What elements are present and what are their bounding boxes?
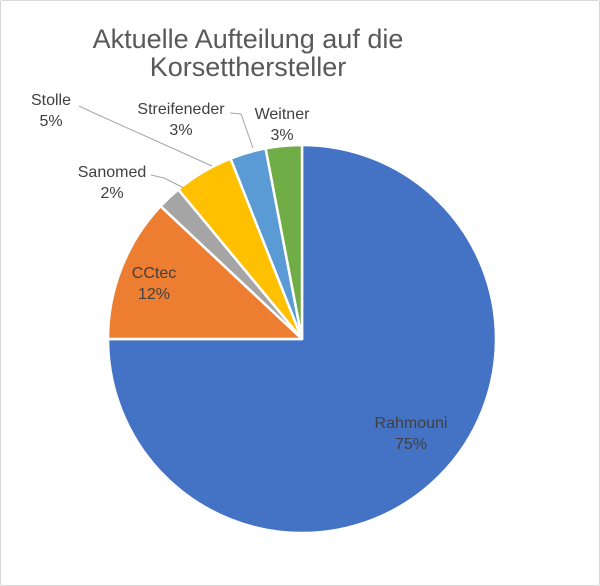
pie-label-weitner-value: 3%	[270, 127, 294, 144]
pie-label-streifeneder-value: 3%	[169, 122, 193, 139]
pie-label-stolle-value: 5%	[39, 113, 63, 130]
pie-label-stolle-name: Stolle	[30, 92, 72, 109]
pie-label-streifeneder: Streifeneder 3%	[137, 99, 224, 141]
pie-label-weitner-name: Weitner	[254, 106, 310, 123]
leader-line-stolle	[78, 105, 213, 167]
pie-label-cctec-value: 12%	[137, 286, 171, 303]
pie-label-streifeneder-name: Streifeneder	[137, 101, 225, 118]
pie-label-sanomed: Sanomed 2%	[78, 162, 147, 204]
pie-label-stolle: Stolle 5%	[31, 90, 71, 132]
pie-label-rahmouni: Rahmouni 75%	[375, 413, 448, 455]
pie-label-rahmouni-name: Rahmouni	[374, 415, 448, 432]
pie-slice-rahmouni	[106, 143, 498, 535]
pie-label-cctec: CCtec 12%	[132, 263, 176, 305]
pie-slice-weitner	[264, 143, 304, 341]
pie-label-weitner: Weitner 3%	[255, 104, 310, 146]
leader-line-sanomed	[150, 174, 185, 189]
leader-line-streifeneder	[229, 112, 254, 149]
pie-label-cctec-name: CCtec	[131, 265, 177, 282]
chart-title: Aktuelle Aufteilung auf die Korsettherst…	[92, 24, 404, 82]
pie-label-sanomed-name: Sanomed	[77, 164, 147, 181]
pie-label-sanomed-value: 2%	[100, 185, 124, 202]
pie-label-rahmouni-value: 75%	[394, 436, 428, 453]
pie-slice-cctec	[106, 204, 304, 341]
